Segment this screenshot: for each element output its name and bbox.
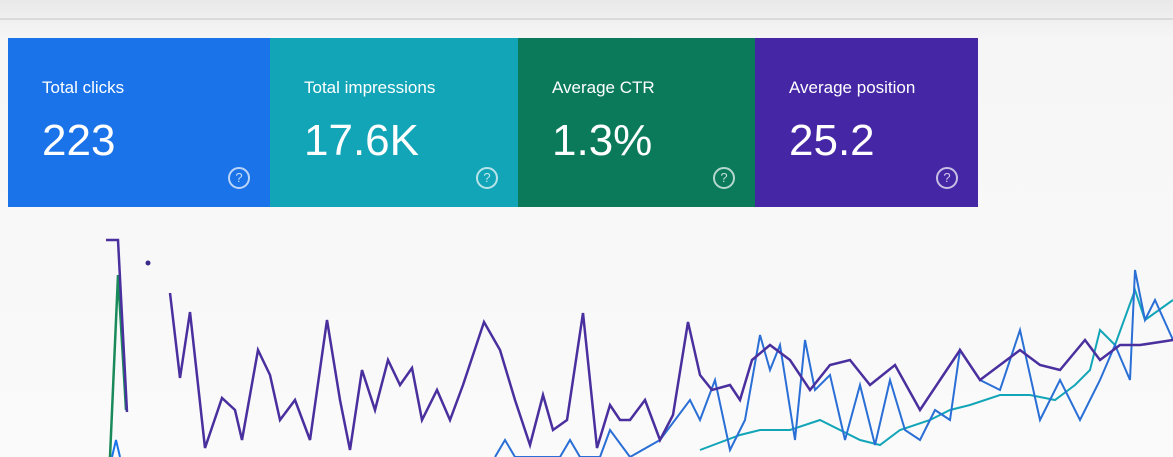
- help-icon[interactable]: ?: [228, 167, 250, 189]
- metric-card[interactable]: Total impressions 17.6K?: [270, 38, 518, 207]
- metric-card[interactable]: Average position 25.2?: [755, 38, 978, 207]
- metric-value: 1.3%: [552, 116, 653, 165]
- metric-label: Average position: [789, 78, 916, 97]
- metric-card[interactable]: Average CTR 1.3%?: [518, 38, 755, 207]
- help-icon[interactable]: ?: [713, 167, 735, 189]
- metric-value: 223: [42, 116, 116, 165]
- metric-label: Average CTR: [552, 78, 655, 97]
- ctr-line: [494, 269, 1173, 457]
- metric-label: Total clicks: [42, 78, 125, 97]
- position-line-start: [106, 238, 129, 413]
- position-line: [168, 292, 1173, 451]
- metric-card[interactable]: Total clicks 223?: [8, 38, 270, 207]
- point: [145, 260, 151, 266]
- clicks-line: [111, 439, 121, 457]
- impressions-line: [699, 286, 1173, 451]
- help-icon[interactable]: ?: [936, 167, 958, 189]
- divider: [0, 18, 1173, 20]
- metric-value: 25.2: [789, 116, 875, 165]
- metric-value: 17.6K: [304, 116, 419, 165]
- metric-label: Total impressions: [304, 78, 436, 97]
- metric-cards: Total clicks 223? Total impressions 17.6K? A…: [8, 38, 978, 207]
- help-icon[interactable]: ?: [476, 167, 498, 189]
